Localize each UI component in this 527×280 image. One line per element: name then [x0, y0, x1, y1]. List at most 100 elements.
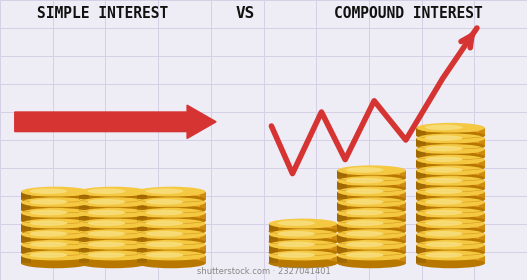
Bar	[479, 202, 485, 210]
Ellipse shape	[337, 240, 406, 250]
Bar	[269, 245, 278, 253]
Bar	[21, 256, 90, 263]
Bar	[200, 192, 206, 199]
Bar	[337, 192, 347, 199]
Ellipse shape	[425, 178, 463, 183]
Ellipse shape	[337, 165, 406, 176]
Ellipse shape	[21, 208, 90, 218]
Bar	[142, 202, 148, 210]
Bar	[416, 181, 426, 189]
Ellipse shape	[277, 220, 315, 226]
Bar	[79, 256, 89, 263]
Bar	[400, 245, 406, 253]
Ellipse shape	[21, 248, 90, 258]
Ellipse shape	[79, 258, 148, 268]
Ellipse shape	[79, 197, 148, 207]
Ellipse shape	[21, 219, 90, 229]
Ellipse shape	[346, 220, 384, 226]
Bar	[416, 256, 485, 263]
Bar	[331, 256, 337, 263]
Bar	[416, 202, 426, 210]
Bar	[416, 171, 426, 178]
Bar	[21, 213, 90, 221]
Ellipse shape	[269, 229, 337, 239]
Bar	[137, 213, 206, 221]
Ellipse shape	[145, 188, 183, 194]
Ellipse shape	[416, 130, 485, 141]
Ellipse shape	[346, 210, 384, 215]
Ellipse shape	[337, 237, 406, 247]
Bar	[400, 213, 406, 221]
Ellipse shape	[416, 173, 485, 183]
Ellipse shape	[137, 205, 206, 215]
Bar	[400, 224, 406, 231]
Bar	[416, 139, 426, 146]
Ellipse shape	[337, 219, 406, 229]
Bar	[416, 192, 426, 199]
Ellipse shape	[79, 208, 148, 218]
Bar	[479, 245, 485, 253]
Bar	[416, 149, 426, 157]
Ellipse shape	[30, 252, 67, 258]
Bar	[21, 202, 90, 210]
Ellipse shape	[416, 144, 485, 154]
Ellipse shape	[425, 157, 463, 162]
Bar	[21, 213, 31, 221]
Ellipse shape	[87, 188, 125, 194]
Bar	[137, 234, 147, 242]
Ellipse shape	[137, 248, 206, 258]
Ellipse shape	[21, 240, 90, 250]
Bar	[337, 224, 406, 231]
Ellipse shape	[416, 216, 485, 226]
Ellipse shape	[425, 125, 463, 130]
Bar	[337, 213, 347, 221]
Ellipse shape	[425, 252, 463, 258]
Bar	[269, 234, 337, 242]
Ellipse shape	[30, 231, 67, 237]
Bar	[416, 234, 426, 242]
Ellipse shape	[416, 205, 485, 215]
Ellipse shape	[137, 194, 206, 204]
Bar	[331, 234, 337, 242]
Bar	[137, 256, 147, 263]
Ellipse shape	[21, 229, 90, 239]
Bar	[269, 234, 278, 242]
Bar	[21, 234, 90, 242]
Bar	[337, 192, 406, 199]
Bar	[416, 202, 485, 210]
Ellipse shape	[79, 251, 148, 261]
Bar	[21, 224, 31, 231]
Ellipse shape	[79, 187, 148, 197]
Bar	[79, 245, 89, 253]
Ellipse shape	[145, 242, 183, 247]
Bar	[416, 245, 485, 253]
Ellipse shape	[79, 226, 148, 236]
Bar	[416, 256, 426, 263]
Bar	[79, 202, 89, 210]
Ellipse shape	[21, 194, 90, 204]
Ellipse shape	[425, 167, 463, 173]
Bar	[400, 192, 406, 199]
Bar	[416, 128, 485, 136]
Ellipse shape	[416, 208, 485, 218]
Ellipse shape	[416, 152, 485, 162]
Ellipse shape	[425, 199, 463, 205]
Bar	[416, 181, 485, 189]
Ellipse shape	[337, 258, 406, 268]
Bar	[479, 256, 485, 263]
Ellipse shape	[21, 216, 90, 226]
Ellipse shape	[346, 188, 384, 194]
Bar	[337, 224, 347, 231]
Bar	[416, 149, 485, 157]
Bar	[21, 192, 31, 199]
Ellipse shape	[337, 229, 406, 239]
Ellipse shape	[416, 219, 485, 229]
Bar	[269, 245, 337, 253]
Bar	[416, 139, 485, 146]
Ellipse shape	[416, 184, 485, 194]
Ellipse shape	[277, 242, 315, 247]
Bar	[400, 234, 406, 242]
Bar	[416, 128, 426, 136]
Bar	[79, 224, 148, 231]
Ellipse shape	[21, 205, 90, 215]
